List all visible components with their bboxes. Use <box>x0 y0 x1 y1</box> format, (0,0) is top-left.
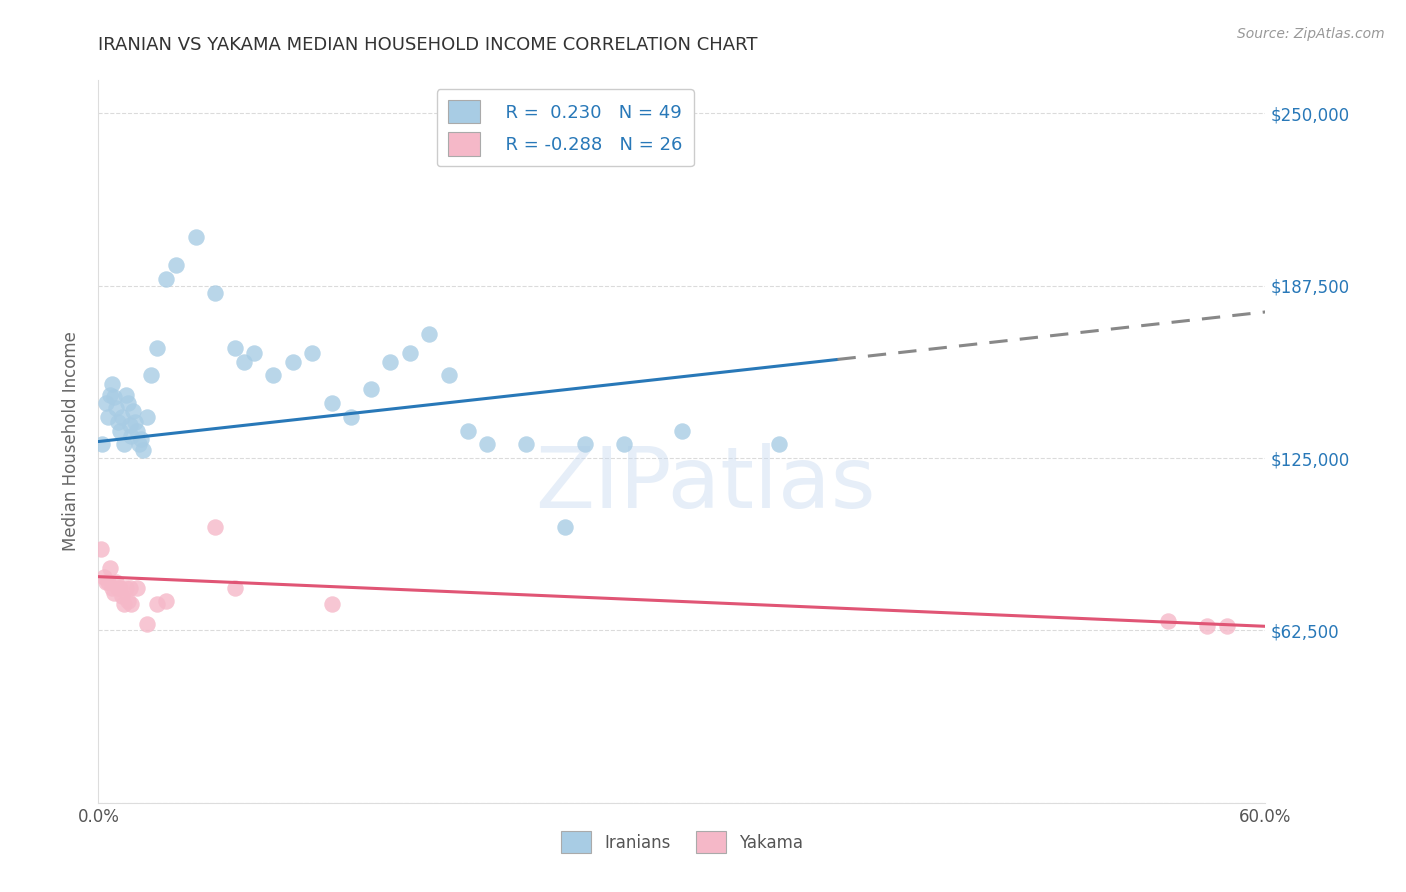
Point <box>91 437 114 451</box>
Point <box>97 409 120 424</box>
Text: ZIPatlas: ZIPatlas <box>534 443 876 526</box>
Point <box>96 575 118 590</box>
Point <box>114 387 136 401</box>
Point <box>671 424 693 438</box>
Point <box>111 589 134 603</box>
Point <box>437 368 460 383</box>
Point <box>98 387 121 401</box>
Point <box>121 597 143 611</box>
Point <box>554 520 576 534</box>
Point <box>204 520 226 534</box>
Point <box>321 597 343 611</box>
Point <box>107 415 129 429</box>
Point <box>224 341 246 355</box>
Point <box>477 437 499 451</box>
Point <box>128 437 150 451</box>
Point <box>112 437 135 451</box>
Point <box>184 230 207 244</box>
Point <box>340 409 363 424</box>
Point <box>136 616 159 631</box>
Point <box>398 346 420 360</box>
Point <box>104 401 127 416</box>
Point <box>111 409 134 424</box>
Point <box>224 581 246 595</box>
Text: IRANIAN VS YAKAMA MEDIAN HOUSEHOLD INCOME CORRELATION CHART: IRANIAN VS YAKAMA MEDIAN HOUSEHOLD INCOM… <box>98 36 758 54</box>
Point <box>108 424 131 438</box>
Point <box>90 542 112 557</box>
Point <box>101 581 124 595</box>
Point <box>118 581 141 595</box>
Point <box>262 368 284 383</box>
Point <box>108 581 131 595</box>
Point <box>1157 614 1180 628</box>
Point <box>515 437 537 451</box>
Point <box>1215 619 1237 633</box>
Point <box>146 341 169 355</box>
Point <box>301 346 323 360</box>
Point <box>136 409 159 424</box>
Point <box>117 594 139 608</box>
Point <box>124 415 146 429</box>
Point <box>768 437 790 451</box>
Point <box>139 368 162 383</box>
Point <box>360 382 382 396</box>
Point <box>321 396 343 410</box>
Point <box>118 417 141 432</box>
Point <box>122 404 145 418</box>
Point <box>107 581 129 595</box>
Point <box>93 569 115 583</box>
Point <box>103 391 125 405</box>
Point <box>129 432 152 446</box>
Point <box>121 429 143 443</box>
Point <box>114 581 136 595</box>
Point <box>380 354 402 368</box>
Point <box>233 354 256 368</box>
Point <box>98 561 121 575</box>
Point <box>127 424 149 438</box>
Point <box>281 354 304 368</box>
Point <box>146 597 169 611</box>
Point <box>574 437 596 451</box>
Point <box>165 258 187 272</box>
Point <box>243 346 266 360</box>
Point <box>204 285 226 300</box>
Point <box>155 594 177 608</box>
Text: Source: ZipAtlas.com: Source: ZipAtlas.com <box>1237 27 1385 41</box>
Point <box>418 326 440 341</box>
Point <box>1195 619 1218 633</box>
Y-axis label: Median Household Income: Median Household Income <box>62 332 80 551</box>
Point <box>112 597 135 611</box>
Point <box>612 437 634 451</box>
Point <box>132 442 155 457</box>
Point <box>155 272 177 286</box>
Legend: Iranians, Yakama: Iranians, Yakama <box>554 825 810 860</box>
Point <box>103 586 125 600</box>
Point <box>97 575 120 590</box>
Point <box>104 575 127 590</box>
Point <box>101 376 124 391</box>
Point <box>117 396 139 410</box>
Point <box>457 424 479 438</box>
Point <box>96 396 118 410</box>
Point <box>127 581 149 595</box>
